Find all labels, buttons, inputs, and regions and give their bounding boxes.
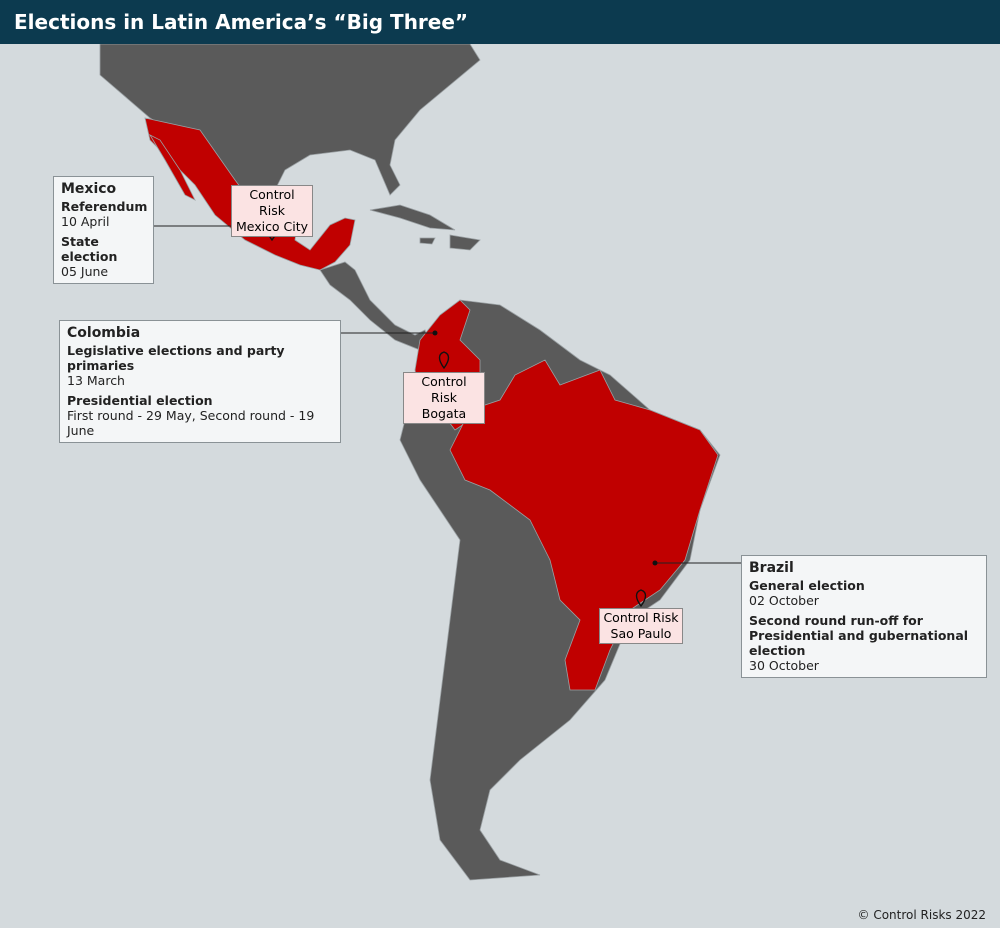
office-label-text: Control Risk <box>249 187 295 218</box>
event-date: 05 June <box>61 264 109 279</box>
event-date: 02 October <box>749 593 819 608</box>
country: Colombia <box>67 325 141 341</box>
office-label-text: Control Risk <box>603 610 679 625</box>
event-name: Legislative elections and party primarie… <box>67 343 285 373</box>
country: Mexico <box>61 181 117 197</box>
brazil <box>449 359 719 691</box>
copyright: © Control Risks 2022 <box>857 908 986 922</box>
cuba <box>369 204 456 231</box>
office-label: Control Risk Sao Paulo <box>599 608 683 644</box>
event-name: Referendum <box>61 199 148 214</box>
event-date: First round - 29 May, Second round - 19 … <box>67 408 315 438</box>
baja-california <box>148 134 196 201</box>
country: Brazil <box>749 560 794 576</box>
title: Elections in Latin America’s “Big Three” <box>0 0 1000 44</box>
event-name: General election <box>749 578 865 593</box>
office-label: Control Risk Mexico City <box>231 185 313 237</box>
event-date: 10 April <box>61 214 110 229</box>
office-city: Bogata <box>421 406 467 421</box>
office-pin <box>438 351 450 370</box>
callout: Colombia Legislative elections and party… <box>59 320 341 443</box>
office-city: Sao Paulo <box>610 626 672 641</box>
event-name: Second round run-off for Presidential an… <box>749 613 969 658</box>
callout: Brazil General election 02 October Secon… <box>741 555 987 678</box>
event-name: Presidential election <box>67 393 213 408</box>
hispaniola <box>449 234 481 251</box>
callout: Mexico Referendum 10 April State electio… <box>53 176 154 284</box>
office-pin <box>635 589 647 608</box>
event-name: State election <box>61 234 118 264</box>
office-city: Mexico City <box>235 219 309 234</box>
jamaica <box>419 237 436 245</box>
location-dot <box>432 330 438 336</box>
office-label-text: Control Risk <box>421 374 467 405</box>
event-date: 30 October <box>749 658 819 673</box>
office-label: Control Risk Bogata <box>403 372 485 424</box>
event-date: 13 March <box>67 373 125 388</box>
location-dot <box>652 560 658 566</box>
